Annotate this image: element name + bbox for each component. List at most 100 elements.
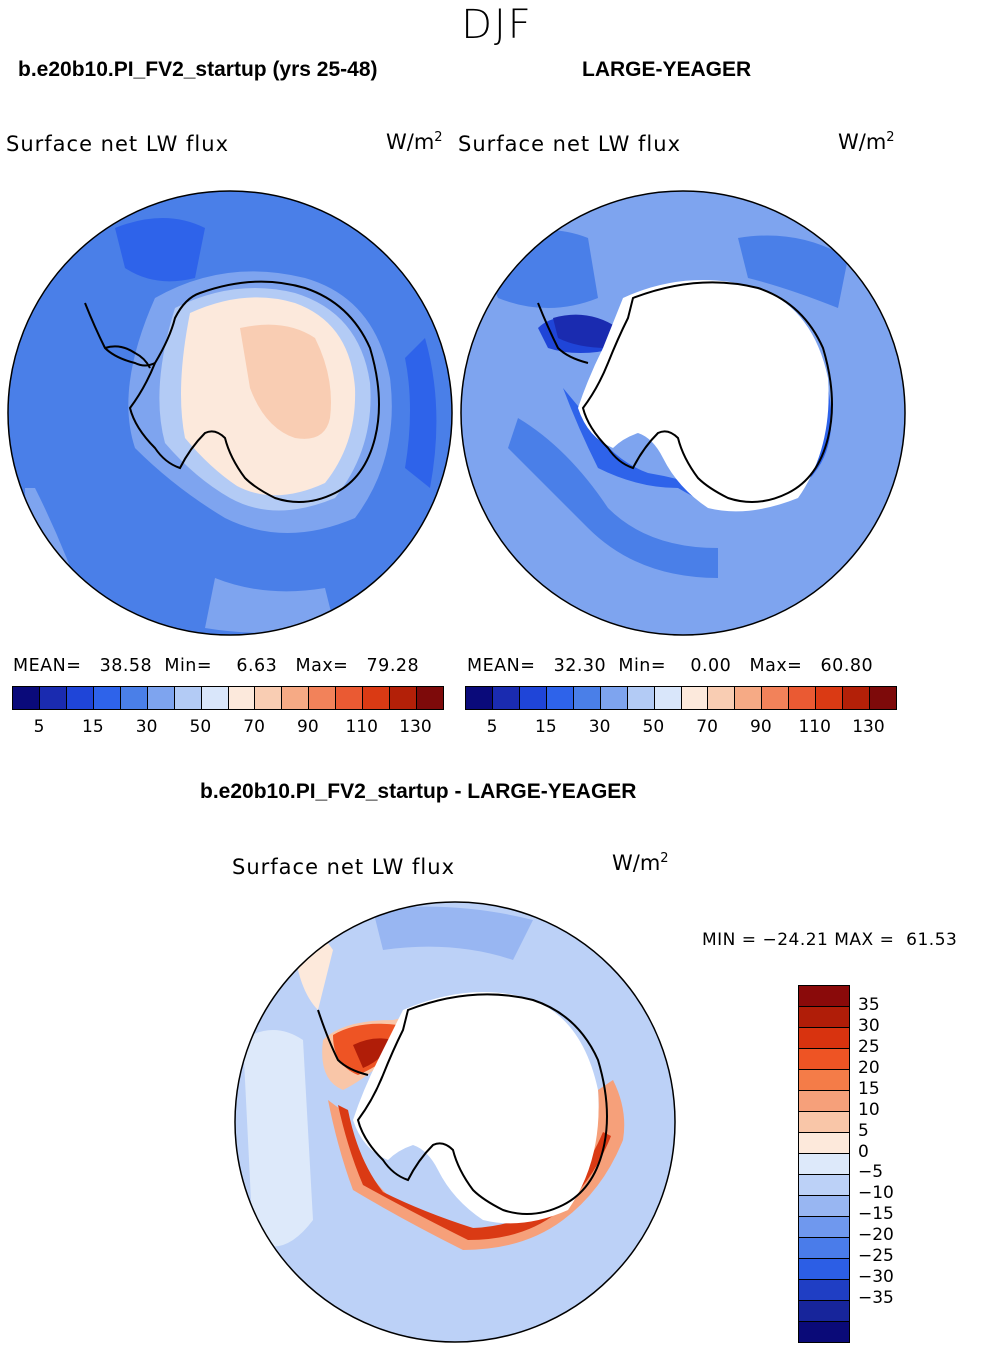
right-polar-map <box>460 190 906 636</box>
colorbar-swatch <box>309 687 337 709</box>
left-case-title: b.e20b10.PI_FV2_startup (yrs 25-48) <box>18 58 378 81</box>
peninsula-coastline <box>537 302 589 364</box>
colorbar-swatch <box>799 1070 849 1091</box>
contour-region <box>353 1038 393 1068</box>
colorbar-swatch <box>799 1238 849 1259</box>
map-border <box>460 190 906 636</box>
antarctica-coastline <box>356 993 608 1215</box>
contour-region <box>405 338 437 488</box>
colorbar-swatch <box>708 687 736 709</box>
colorbar-tick-label: 5 <box>486 717 498 737</box>
colorbar-swatch <box>799 1196 849 1217</box>
colorbar-swatch <box>799 1154 849 1175</box>
colorbar-swatch <box>390 687 418 709</box>
colorbar-swatch <box>799 1091 849 1112</box>
contour-region <box>563 388 832 511</box>
colorbar-swatch <box>13 687 40 709</box>
peninsula-coastline <box>317 1009 369 1076</box>
colorbar-swatch <box>654 687 682 709</box>
colorbar-tick-label: 30 <box>135 717 158 737</box>
difference-title: b.e20b10.PI_FV2_startup - LARGE-YEAGER <box>200 780 637 803</box>
contour-region <box>738 235 848 308</box>
contour-region <box>338 1105 611 1240</box>
difference-polar-map <box>234 901 676 1343</box>
season-title: DJF <box>461 2 533 48</box>
colorbar-swatch <box>600 687 628 709</box>
contour-region <box>553 314 618 348</box>
colorbar-tick-label: 90 <box>297 717 319 737</box>
left-colorbar-ticks: 5 15 30 50 70 90 110 130 <box>12 717 442 739</box>
right-stats: MEAN= 32.30 Min= 0.00 Max= 60.80 <box>467 656 874 676</box>
colorbar-swatch <box>799 1007 849 1028</box>
right-units-label: W/m2 <box>838 130 895 154</box>
colorbar-swatch <box>799 1133 849 1154</box>
colorbar-swatch <box>336 687 364 709</box>
contour-region <box>240 324 331 439</box>
colorbar-swatch <box>799 1280 849 1301</box>
colorbar-tick-label: 30 <box>588 717 611 737</box>
contour-region <box>205 578 335 633</box>
colorbar-swatch <box>799 1259 849 1280</box>
colorbar-swatch <box>816 687 844 709</box>
colorbar-swatch <box>363 687 391 709</box>
colorbar-swatch <box>492 687 520 709</box>
colorbar-tick-label: 90 <box>750 717 772 737</box>
peninsula-coastline <box>84 302 156 367</box>
colorbar-tick-label: 50 <box>642 717 665 737</box>
colorbar-label: −35 <box>858 1288 894 1309</box>
colorbar-swatch <box>201 687 229 709</box>
colorbar-swatch <box>573 687 601 709</box>
colorbar-tick-label: 70 <box>243 717 265 737</box>
colorbar-swatch <box>66 687 94 709</box>
colorbar-label: 35 <box>858 994 880 1015</box>
colorbar-swatch <box>627 687 655 709</box>
map-border <box>7 190 453 636</box>
colorbar-tick-label: 110 <box>345 717 378 737</box>
map-border <box>234 901 676 1343</box>
colorbar-swatch <box>546 687 574 709</box>
colorbar-label: −30 <box>858 1267 894 1288</box>
colorbar-swatch <box>417 687 443 709</box>
colorbar-swatch <box>789 687 817 709</box>
colorbar-swatch <box>799 1049 849 1070</box>
colorbar-swatch <box>174 687 202 709</box>
diff-colorbar <box>798 985 850 1343</box>
colorbar-swatch <box>255 687 283 709</box>
ice-shelf-coastline <box>104 345 151 369</box>
colorbar-tick-label: 130 <box>852 717 885 737</box>
right-colorbar-ticks: 5 15 30 50 70 90 110 130 <box>465 717 895 739</box>
colorbar-tick-label: 130 <box>399 717 432 737</box>
diff-minmax: MIN = −24.21 MAX = 61.53 <box>702 930 958 950</box>
left-polar-map <box>7 190 453 636</box>
colorbar-swatch <box>799 1322 849 1342</box>
colorbar-swatch <box>466 687 493 709</box>
colorbar-swatch <box>39 687 67 709</box>
right-case-title: LARGE-YEAGER <box>582 58 752 81</box>
colorbar-swatch <box>799 1217 849 1238</box>
colorbar-label: −10 <box>858 1183 894 1204</box>
colorbar-tick-label: 5 <box>33 717 45 737</box>
colorbar-swatch <box>681 687 709 709</box>
left-units-label: W/m2 <box>386 130 443 154</box>
colorbar-swatch <box>228 687 256 709</box>
colorbar-tick-label: 15 <box>535 717 557 737</box>
colorbar-tick-label: 50 <box>189 717 212 737</box>
right-colorbar <box>465 686 897 710</box>
colorbar-swatch <box>120 687 148 709</box>
contour-region <box>115 218 205 282</box>
colorbar-swatch <box>799 1112 849 1133</box>
colorbar-swatch <box>735 687 763 709</box>
antarctica-coastline <box>128 280 380 503</box>
colorbar-label: 5 <box>858 1120 869 1141</box>
colorbar-swatch <box>799 1301 849 1322</box>
masked-land <box>578 280 829 512</box>
colorbar-label: −20 <box>858 1225 894 1246</box>
colorbar-label: 25 <box>858 1036 880 1057</box>
colorbar-label: 30 <box>858 1015 880 1036</box>
diff-units-label: W/m2 <box>612 851 669 875</box>
colorbar-swatch <box>843 687 871 709</box>
colorbar-label: −5 <box>858 1162 884 1183</box>
left-stats: MEAN= 38.58 Min= 6.63 Max= 79.28 <box>13 656 420 676</box>
colorbar-label: 0 <box>858 1141 869 1162</box>
left-colorbar <box>12 686 444 710</box>
